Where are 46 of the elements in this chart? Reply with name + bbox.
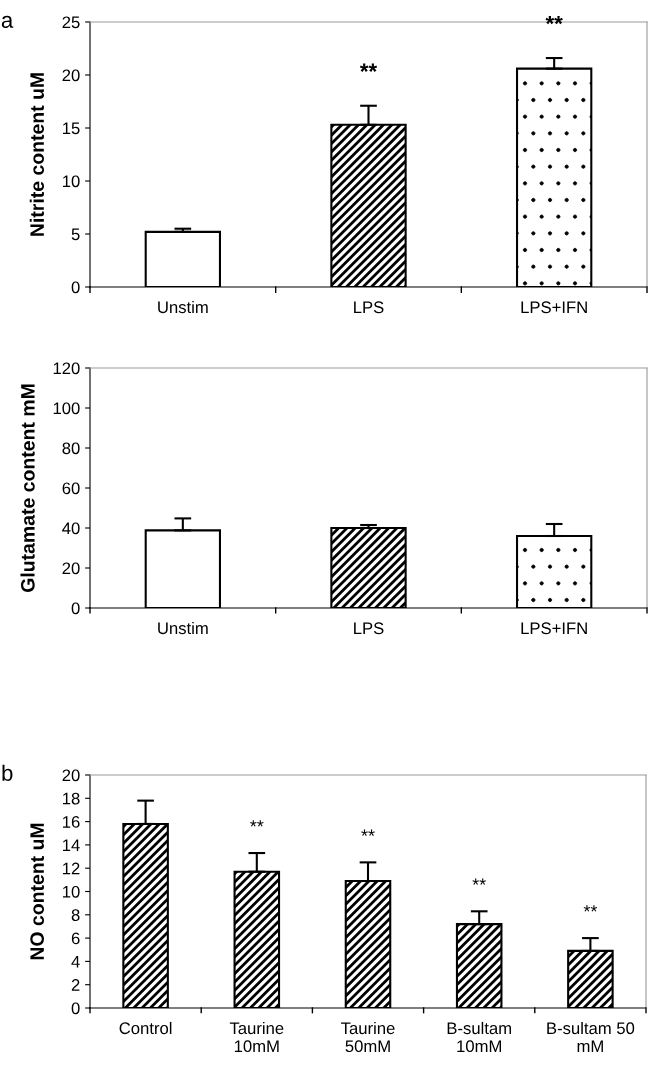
text: a bbox=[1, 15, 14, 28]
annotation: ** bbox=[361, 829, 375, 836]
y-tick-label: 10 bbox=[63, 175, 80, 188]
y-tick-label: 5 bbox=[71, 228, 80, 241]
y-tick-label: 15 bbox=[63, 122, 80, 135]
y-axis-title: Glutamate content mM bbox=[20, 384, 35, 592]
y-tick-label: 8 bbox=[71, 909, 80, 921]
x-tick-label: LPS bbox=[354, 301, 384, 314]
y-tick-label: 20 bbox=[62, 769, 80, 782]
y-tick-label: 10 bbox=[63, 885, 80, 898]
annotation: ** bbox=[359, 63, 378, 72]
y-tick-label: 2 bbox=[71, 979, 80, 991]
y-tick-label: 16 bbox=[63, 816, 80, 828]
x-tick-label: LPS bbox=[354, 622, 384, 635]
y-tick-label: 120 bbox=[53, 362, 80, 375]
annotation: ** bbox=[545, 15, 563, 25]
y-tick-label: 18 bbox=[63, 792, 80, 805]
y-tick-label: 12 bbox=[63, 862, 80, 875]
y-axis-title: Nitrite content uM bbox=[29, 73, 45, 236]
y-tick-label: 40 bbox=[62, 522, 80, 535]
x-tick-label: Unstim bbox=[158, 300, 208, 314]
annotation: ** bbox=[472, 878, 486, 885]
y-axis-title: NO content uM bbox=[30, 823, 45, 960]
y-tick-label: 0 bbox=[71, 1002, 80, 1015]
y-tick-label: 0 bbox=[71, 602, 80, 615]
x-tick-label: B-sultam 10mM bbox=[447, 1021, 511, 1053]
x-tick-label: Taurine 10mM bbox=[229, 1021, 284, 1053]
x-tick-label: Unstim bbox=[158, 621, 208, 635]
y-tick-label: 25 bbox=[62, 16, 80, 29]
y-tick-label: 4 bbox=[71, 955, 80, 968]
text: b bbox=[2, 764, 13, 781]
y-tick-label: 60 bbox=[62, 482, 80, 495]
annotation: ** bbox=[583, 905, 598, 912]
x-tick-label: Taurine 50mM bbox=[341, 1021, 395, 1053]
y-tick-label: 0 bbox=[71, 281, 80, 294]
x-tick-label: Control bbox=[119, 1021, 172, 1035]
annotation: ** bbox=[250, 820, 264, 827]
y-tick-label: 20 bbox=[62, 69, 80, 82]
x-tick-label: LPS+IFN bbox=[521, 622, 587, 635]
y-tick-label: 80 bbox=[62, 442, 80, 455]
y-tick-label: 14 bbox=[63, 839, 80, 851]
x-tick-label: B-sultam 50 mM bbox=[547, 1021, 635, 1052]
y-tick-label: 100 bbox=[53, 402, 80, 415]
y-tick-label: 6 bbox=[71, 932, 80, 945]
y-tick-label: 20 bbox=[62, 562, 80, 575]
x-tick-label: LPS+IFN bbox=[521, 301, 587, 314]
